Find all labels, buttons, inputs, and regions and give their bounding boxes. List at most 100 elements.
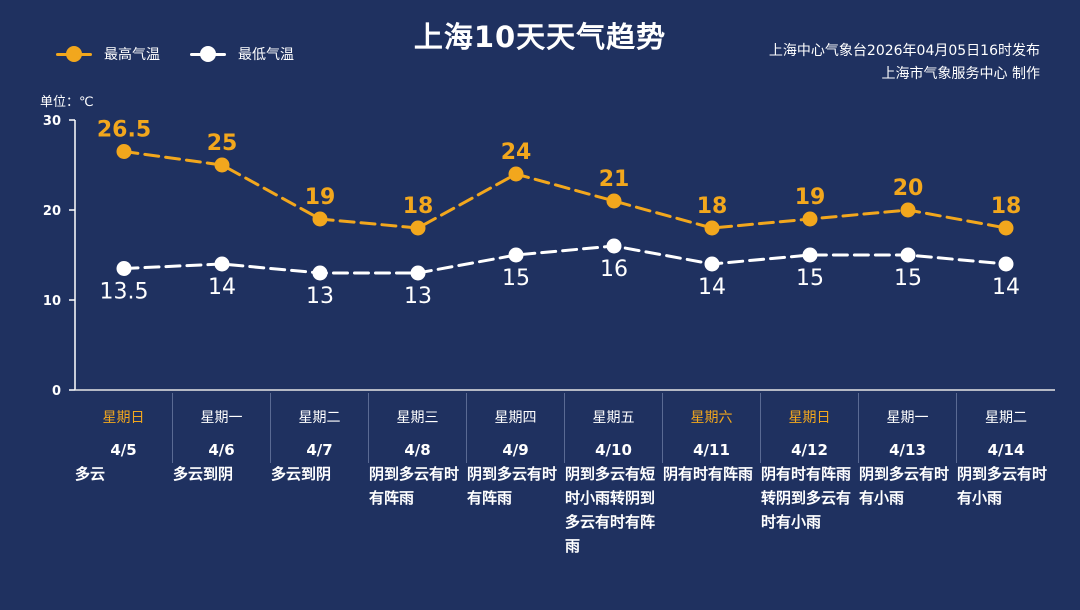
data-label-high: 25 (207, 131, 238, 156)
issuer-line-1: 上海中心气象台2026年04月05日16时发布 (768, 43, 1040, 59)
y-tick-label: 10 (43, 294, 61, 309)
weather-description: 多云到阴 (271, 465, 332, 483)
data-label-high: 18 (403, 194, 434, 219)
data-point-high (214, 157, 230, 173)
date-label: 4/13 (889, 441, 926, 459)
series-line-low (122, 244, 1008, 275)
data-point-high (312, 211, 328, 227)
series-line-high (122, 150, 1008, 230)
day-cell: 星期一 4/13 (859, 393, 957, 463)
weekday-label: 星期五 (592, 410, 635, 426)
data-point-low (410, 265, 426, 281)
y-tick-label: 20 (43, 204, 61, 219)
date-label: 4/8 (404, 441, 431, 459)
weekday-label: 星期六 (690, 410, 733, 426)
day-cell: 星期五 4/10 (565, 393, 663, 463)
data-point-high (508, 166, 524, 182)
legend-swatch-low (190, 46, 226, 62)
data-label-low: 13 (404, 284, 432, 309)
weekday-label: 星期二 (298, 410, 341, 426)
data-label-high: 18 (697, 194, 728, 219)
data-label-high: 18 (991, 194, 1022, 219)
data-point-high (116, 144, 132, 159)
data-point-low (998, 256, 1014, 272)
data-label-high: 19 (795, 185, 826, 210)
data-point-low (704, 256, 720, 272)
issuer-info: 上海中心气象台2026年04月05日16时发布 上海市气象服务中心 制作 (769, 40, 1040, 86)
data-point-low (214, 256, 230, 272)
y-tick-label: 30 (43, 114, 61, 129)
data-point-low (900, 247, 916, 263)
data-label-low: 15 (502, 266, 530, 291)
data-label-low: 14 (698, 275, 726, 300)
data-label-high: 20 (893, 176, 924, 201)
day-cell: 星期一 4/6 (173, 393, 271, 463)
legend-swatch-high (56, 46, 92, 62)
weather-description: 阴有时有阵雨 (663, 465, 754, 483)
weekday-label: 星期一 (886, 410, 929, 426)
day-cell: 星期日 4/5 (75, 393, 173, 463)
weather-description: 阴到多云有时有阵雨 (467, 465, 558, 507)
day-cell: 星期四 4/9 (467, 393, 565, 463)
data-point-low (312, 265, 328, 281)
date-label: 4/7 (306, 441, 333, 459)
data-point-low (606, 238, 622, 254)
date-label: 4/5 (110, 441, 137, 459)
legend-item-low: 最低气温 (190, 44, 294, 64)
weather-description: 阴到多云有时有小雨 (859, 465, 950, 507)
weather-description: 多云到阴 (173, 465, 234, 483)
day-cell: 星期三 4/8 (369, 393, 467, 463)
data-point-low (116, 261, 132, 276)
weekday-label: 星期日 (788, 410, 831, 426)
weekday-label: 星期二 (985, 410, 1027, 426)
data-label-low: 14 (992, 275, 1020, 300)
data-label-high: 24 (501, 140, 532, 165)
data-label-low: 16 (600, 257, 628, 282)
legend-label-low: 最低气温 (238, 47, 294, 63)
day-cell: 星期六 4/11 (663, 393, 761, 463)
chart-legend: 最高气温 最低气温 (56, 44, 324, 64)
day-description-row: 多云 多云到阴 多云到阴 阴到多云有时有阵雨 阴到多云有时有阵雨 阴到多云有短时小雨转阴到… (75, 462, 1055, 558)
weekday-label: 星期三 (396, 410, 439, 426)
data-point-high (704, 220, 720, 236)
weather-description: 阴有时有阵雨转阴到多云有时有小雨 (761, 465, 852, 531)
date-label: 4/14 (987, 441, 1025, 459)
weather-description: 阴到多云有时有小雨 (957, 465, 1048, 507)
weather-description: 多云 (75, 465, 106, 483)
data-label-high: 19 (305, 185, 336, 210)
date-label: 4/10 (595, 441, 632, 459)
weekday-label: 星期一 (200, 410, 243, 426)
day-cell: 星期日 4/12 (761, 393, 859, 463)
chart-title: 上海10天天气趋势 (413, 20, 667, 54)
date-label: 4/9 (502, 441, 529, 459)
data-point-high (606, 193, 622, 209)
data-label-low: 15 (894, 266, 922, 291)
data-label-low: 13.5 (100, 280, 149, 305)
data-label-high: 26.5 (97, 118, 151, 143)
data-point-low (508, 247, 524, 263)
data-label-low: 15 (796, 266, 824, 291)
data-point-high (410, 220, 426, 236)
data-label-high: 21 (599, 167, 630, 192)
weather-description: 阴到多云有短时小雨转阴到多云有时有阵雨 (565, 465, 656, 555)
issuer-line-2: 上海市气象服务中心 制作 (881, 66, 1040, 82)
data-point-high (998, 220, 1014, 236)
day-cell: 星期二 4/7 (271, 393, 369, 463)
legend-label-high: 最高气温 (104, 47, 160, 63)
data-point-low (802, 247, 818, 263)
legend-item-high: 最高气温 (56, 44, 160, 64)
weekday-label: 星期四 (494, 410, 537, 426)
date-label: 4/12 (791, 441, 828, 459)
date-label: 4/11 (693, 441, 730, 459)
y-tick-label: 0 (52, 384, 61, 399)
day-header-row: 星期日 4/5 星期一 4/6 星期二 4/7 星期三 4/8 星期四 4/9 星期五 4/10 星期六… (75, 393, 1055, 463)
data-label-low: 14 (208, 275, 236, 300)
day-cell: 星期二 4/14 (957, 393, 1055, 463)
date-label: 4/6 (208, 441, 235, 459)
unit-label: 单位：℃ (40, 95, 94, 110)
data-label-low: 13 (306, 284, 334, 309)
weekday-label: 星期日 (102, 410, 145, 426)
data-point-high (802, 211, 818, 227)
data-point-high (900, 202, 916, 218)
